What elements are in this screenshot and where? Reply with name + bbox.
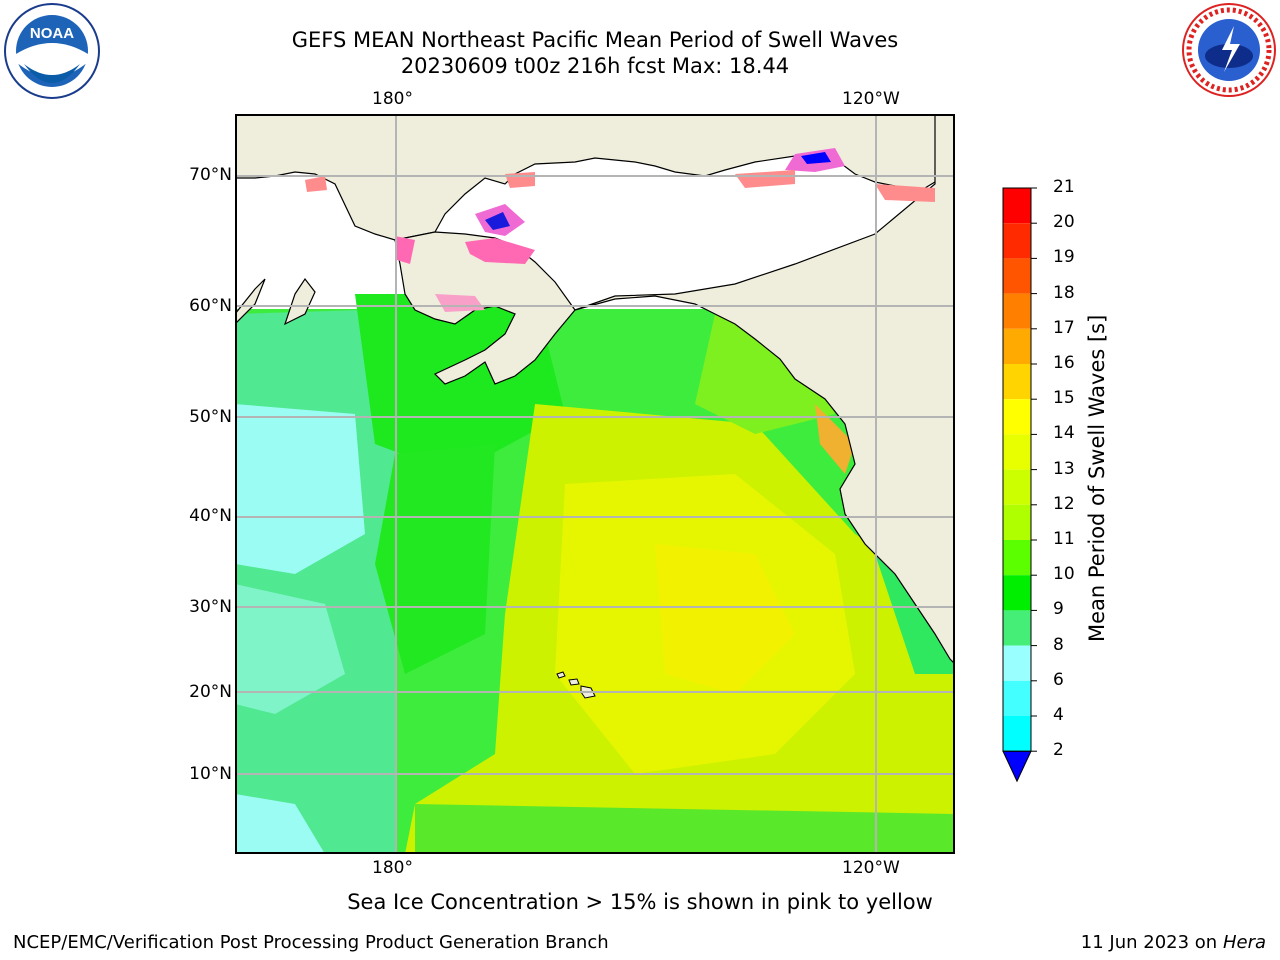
colorbar-tick-label: 9 <box>1053 599 1064 620</box>
colorbar-tick-label: 14 <box>1053 423 1075 444</box>
lat-label-50n: 50°N <box>189 407 232 427</box>
colorbar-tick-label: 11 <box>1053 529 1075 549</box>
lat-label-10n: 10°N <box>189 764 232 784</box>
colorbar-segment <box>1003 540 1031 576</box>
colorbar-tick-label: 21 <box>1053 177 1075 197</box>
colorbar-segment <box>1003 399 1031 435</box>
map-subtitle: 20230609 t00z 216h fcst Max: 18.44 <box>400 54 790 78</box>
map-frame <box>235 114 955 854</box>
colorbar-segment <box>1003 328 1031 364</box>
colorbar-tick-label: 6 <box>1053 669 1064 690</box>
sea-ice-overlay <box>305 148 935 312</box>
colorbar-segment <box>1003 469 1031 505</box>
noaa-logo: NOAA <box>2 2 102 100</box>
colorbar-tick-label: 17 <box>1053 317 1075 338</box>
lon-label-bottom-120w: 120°W <box>842 858 900 878</box>
colorbar-tick-label: 15 <box>1053 388 1075 409</box>
colorbar-tick-label: 12 <box>1053 493 1075 514</box>
colorbar-label: Mean Period of Swell Waves [s] <box>1085 314 1109 642</box>
colorbar-segment <box>1003 716 1031 752</box>
svg-text:NOAA: NOAA <box>30 25 74 42</box>
graticule <box>236 115 954 853</box>
footer-machine: Hera <box>1222 932 1266 953</box>
colorbar-tick-label: 2 <box>1053 740 1064 761</box>
colorbar-tick-label: 20 <box>1053 212 1075 233</box>
colorbar-segment <box>1003 645 1031 681</box>
colorbar-segment <box>1003 504 1031 540</box>
colorbar-tick-label: 13 <box>1053 458 1075 479</box>
footer-date-text: 11 Jun 2023 on <box>1080 932 1218 953</box>
colorbar-tick-label: 18 <box>1053 282 1075 303</box>
lat-label-60n: 60°N <box>189 296 232 316</box>
colorbar-segment <box>1003 610 1031 646</box>
lon-label-top-120w: 120°W <box>842 89 900 109</box>
colorbar-extend-triangle <box>1002 750 1032 783</box>
lat-label-20n: 20°N <box>189 682 232 702</box>
map-title: GEFS MEAN Northeast Pacific Mean Period … <box>291 28 899 52</box>
lat-label-70n: 70°N <box>189 165 232 185</box>
colorbar-tick-label: 16 <box>1053 353 1075 373</box>
colorbar-segment <box>1003 680 1031 716</box>
colorbar-segment <box>1003 258 1031 294</box>
colorbar <box>1000 186 1040 786</box>
colorbar-segment <box>1003 364 1031 400</box>
land-masses <box>236 115 954 664</box>
colorbar-segment <box>1003 434 1031 470</box>
lat-label-30n: 30°N <box>189 597 232 617</box>
colorbar-segment <box>1003 223 1031 259</box>
lon-label-top-180: 180° <box>372 89 413 109</box>
lat-label-40n: 40°N <box>189 506 232 526</box>
footer-date: 11 Jun 2023 on Hera <box>1081 932 1266 953</box>
sea-ice-caption: Sea Ice Concentration > 15% is shown in … <box>347 890 933 914</box>
colorbar-segment <box>1003 293 1031 329</box>
map-panel <box>235 114 955 854</box>
colorbar-segment <box>1003 188 1031 224</box>
lon-label-bottom-180: 180° <box>372 858 413 878</box>
colorbar-tick-label: 10 <box>1053 564 1075 585</box>
colorbar-tick-label: 8 <box>1053 634 1064 655</box>
colorbar-segment <box>1003 575 1031 611</box>
nws-logo <box>1180 2 1278 98</box>
colorbar-tick-label: 4 <box>1053 705 1064 725</box>
colorbar-tick-label: 19 <box>1053 247 1075 268</box>
footer-credit: NCEP/EMC/Verification Post Processing Pr… <box>13 932 609 953</box>
